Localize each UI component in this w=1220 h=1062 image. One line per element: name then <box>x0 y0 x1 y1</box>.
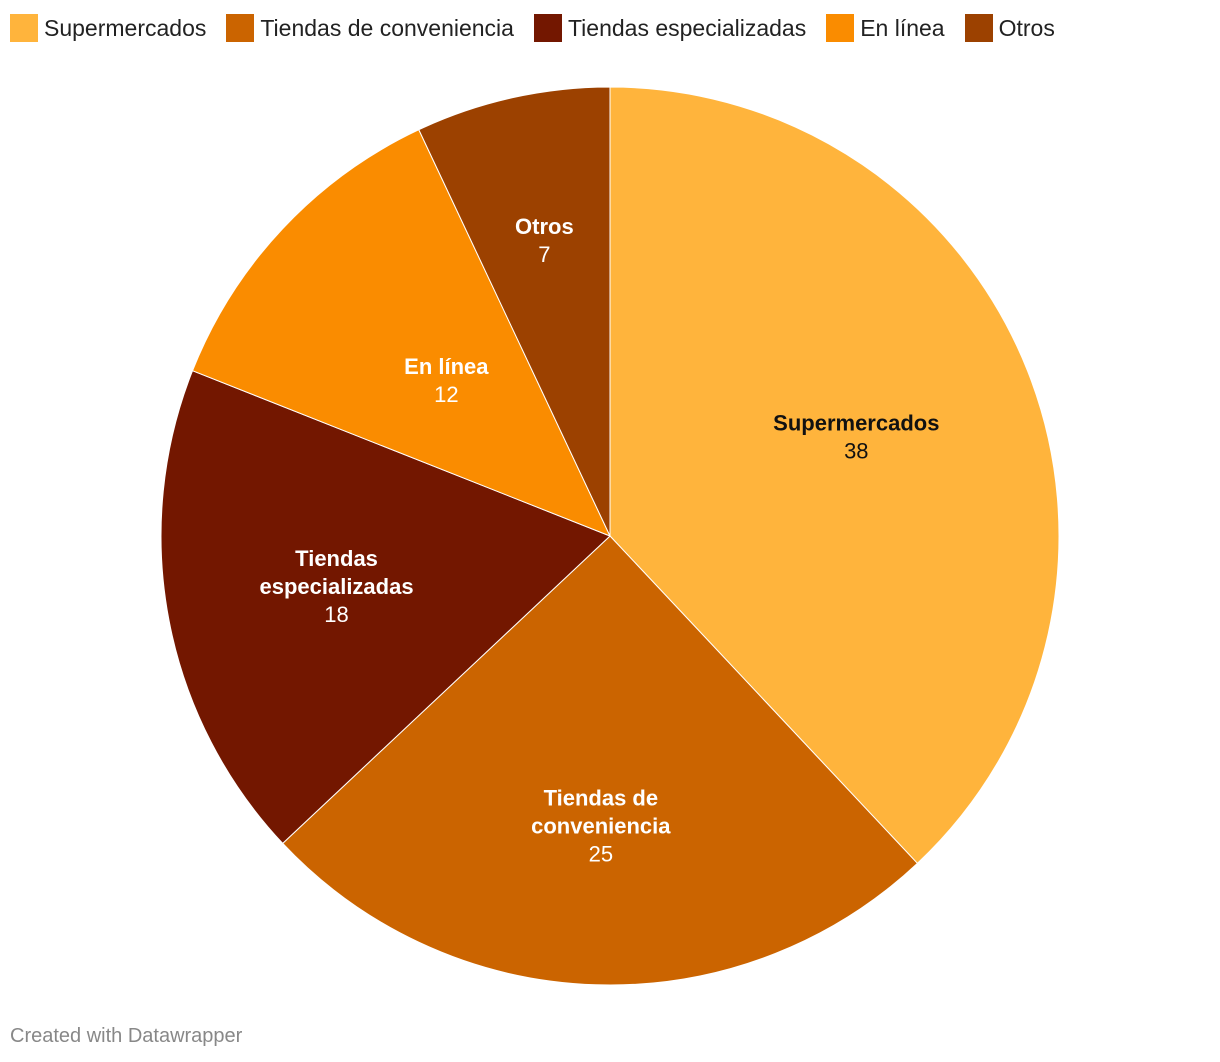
slice-value: 12 <box>434 382 458 407</box>
legend-item-tiendas-especializadas: Tiendas especializadas <box>533 14 807 42</box>
slice-value: 38 <box>844 438 868 463</box>
legend-swatch <box>533 14 562 42</box>
legend-label: Tiendas especializadas <box>567 14 807 41</box>
slice-label-group: Otros 7 <box>515 214 574 267</box>
legend-item-en-linea: En línea <box>826 14 945 42</box>
slice-label-group: Supermercados 38 <box>773 410 939 463</box>
slice-label: conveniencia <box>531 814 671 839</box>
slice-label: Otros <box>515 214 574 239</box>
legend-label: Otros <box>998 14 1055 41</box>
slice-value: 25 <box>589 842 613 867</box>
slice-label-group: Tiendas de conveniencia 25 <box>531 786 671 867</box>
legend-label: En línea <box>860 14 945 41</box>
slice-label: En línea <box>404 354 489 379</box>
slice-value: 7 <box>538 242 550 267</box>
pie-slice-en-linea <box>191 129 611 537</box>
slice-value: 18 <box>324 602 348 627</box>
slice-label: Tiendas de <box>544 786 659 811</box>
legend-item-tiendas-de-conveniencia: Tiendas de conveniencia <box>226 14 514 42</box>
legend-item-otros: Otros <box>964 14 1055 42</box>
legend-label: Tiendas de conveniencia <box>260 14 514 41</box>
legend-swatch <box>964 14 993 42</box>
legend-label: Supermercados <box>44 14 207 41</box>
legend-swatch <box>826 14 855 42</box>
pie-slice-supermercados <box>609 86 1060 865</box>
slice-label: Tiendas <box>295 546 378 571</box>
legend-swatch <box>226 14 255 42</box>
slice-label-group: Tiendas especializadas 18 <box>259 546 413 627</box>
pie-slice-otros <box>418 86 611 537</box>
pie-slice-tiendas-de-conveniencia <box>281 535 919 986</box>
pie-slice-tiendas-especializadas <box>160 370 611 845</box>
slice-label: Supermercados <box>773 410 939 435</box>
footer-credit: Created with Datawrapper <box>10 1025 243 1047</box>
legend-item-supermercados: Supermercados <box>10 14 206 42</box>
legend-swatch <box>10 14 38 42</box>
legend: Supermercados Tiendas de conveniencia Ti… <box>10 12 1075 44</box>
slice-label: especializadas <box>259 574 413 599</box>
slice-label-group: En línea 12 <box>404 354 489 407</box>
